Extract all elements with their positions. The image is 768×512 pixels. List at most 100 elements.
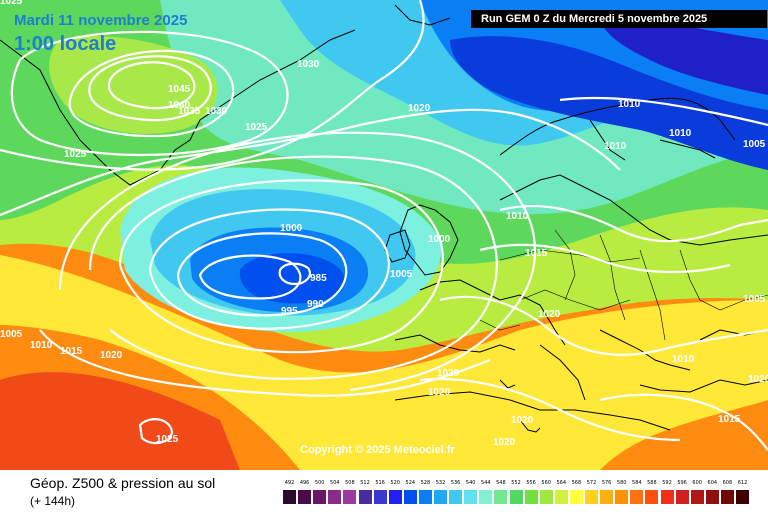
scale-tick-label: 548 [496, 480, 506, 486]
isobar-label: 1010 [30, 340, 53, 351]
isobar-label: 1020 [493, 437, 516, 448]
isobar-label: 1005 [0, 329, 23, 340]
scale-tick-label: 564 [556, 480, 567, 486]
isobar-label: 1010 [672, 354, 695, 365]
scale-color-cell [388, 490, 402, 504]
country-borders [479, 229, 768, 341]
scale-tick-label: 500 [314, 480, 325, 486]
isobar-label: 1020 [437, 368, 460, 379]
scale-color-cell [313, 490, 327, 504]
isobar-label: 1025 [64, 149, 87, 160]
isobar-label: 1010 [669, 128, 692, 139]
isobar-label: 1035 [178, 106, 201, 117]
isobar-label: 1015 [718, 414, 741, 425]
isobar-label: 1020 [748, 374, 768, 385]
scale-color-cell [615, 490, 629, 504]
scale-color-cell [464, 490, 478, 504]
z500-band-red [0, 372, 240, 470]
isobar-label: 1020 [100, 350, 123, 361]
scale-tick-label: 508 [345, 480, 355, 486]
scale-tick-label: 544 [481, 480, 491, 486]
isobar-label: 1010 [618, 99, 641, 110]
scale-color-cell [705, 490, 719, 504]
scale-color-cell [373, 490, 387, 504]
scale-color-cell [479, 490, 493, 504]
scale-tick-label: 516 [375, 480, 385, 486]
scale-color-cell [298, 490, 312, 504]
color-scale-labels: 492 496 500 504 508 512 516 520 524 528 532 536 540 5… [283, 480, 751, 489]
scale-color-cell [645, 490, 659, 504]
scale-tick-label: 580 [616, 480, 627, 486]
copyright-notice: Copyright © 2025 Meteociel.fr [300, 444, 455, 456]
scale-tick-label: 524 [405, 480, 416, 486]
scale-color-cell [569, 490, 583, 504]
isobar-label: 1000 [428, 234, 451, 245]
scale-tick-label: 568 [571, 480, 582, 486]
isobar-label: 995 [281, 306, 298, 317]
scale-tick-label: 536 [450, 480, 461, 486]
scale-color-cell [690, 490, 704, 504]
scale-color-cell [600, 490, 614, 504]
scale-color-cell [449, 490, 463, 504]
scale-color-cell [554, 490, 568, 504]
geopotential-map: 1045 1040 1035 1030 1030 1025 1025 1020 … [0, 0, 768, 470]
forecast-lead-time: (+ 144h) [30, 494, 76, 508]
isobar-label: 1010 [604, 141, 627, 152]
scale-tick-label: 584 [632, 480, 642, 486]
scale-color-cell [434, 490, 447, 504]
scale-color-cell [585, 490, 598, 504]
scale-tick-label: 612 [737, 480, 748, 486]
isobar-label: 985 [310, 273, 327, 284]
isobar-label: 1025 [245, 122, 268, 133]
scale-tick-label: 576 [601, 480, 612, 486]
chart-title: Géop. Z500 & pression au sol [30, 475, 216, 491]
isobar-label: 1000 [280, 223, 303, 234]
isobar-label: 1005 [743, 294, 766, 305]
scale-tick-label: 604 [707, 480, 718, 486]
scale-color-cell [660, 490, 674, 504]
atlantic-low-core [239, 253, 345, 304]
scale-tick-label: 528 [420, 480, 431, 486]
coastlines [0, 4, 768, 433]
scale-tick-label: 560 [541, 480, 551, 486]
isobar-label: 1020 [511, 415, 534, 426]
isobar-labels: 1045 1040 1035 1030 1030 1025 1025 1020 … [0, 0, 768, 448]
scale-tick-label: 596 [677, 480, 687, 486]
forecast-date: Mardi 11 novembre 2025 [14, 12, 188, 29]
scale-color-cell [524, 490, 538, 504]
z500-band-deep-blue [450, 36, 768, 170]
isobar-label: 1015 [60, 346, 83, 357]
isobar-label: 1010 [506, 211, 529, 222]
scale-color-cell [283, 490, 296, 504]
scale-tick-label: 572 [586, 480, 597, 486]
scale-tick-label: 520 [390, 480, 400, 486]
scale-color-cell [539, 490, 553, 504]
isobar-label: 990 [307, 299, 324, 310]
model-run-label: Run GEM 0 Z du Mercredi 5 novembre 2025 [471, 10, 767, 28]
scale-tick-label: 540 [465, 480, 476, 486]
scale-tick-label: 556 [526, 480, 536, 486]
scale-color-cell [675, 490, 689, 504]
scale-color-cell [418, 490, 432, 504]
scale-tick-label: 600 [692, 480, 702, 486]
scale-color-cell [509, 490, 523, 504]
scale-tick-label: 588 [647, 480, 657, 486]
isobar-label: 1020 [408, 103, 431, 114]
isobar-label: 1030 [205, 106, 228, 117]
scale-color-cell [343, 490, 357, 504]
scale-color-cell [328, 490, 342, 504]
isobar-label: 1005 [390, 269, 413, 280]
isobar-label: 1045 [168, 84, 191, 95]
scale-tick-label: 504 [330, 480, 340, 486]
scale-tick-label: 592 [662, 480, 672, 486]
scale-tick-label: 552 [511, 480, 521, 486]
isobar-label: 1005 [743, 139, 766, 150]
scale-color-cell [736, 490, 749, 504]
scale-tick-label: 496 [299, 480, 310, 486]
isobar-label: 1020 [428, 387, 451, 398]
color-scale-bar [283, 490, 751, 504]
isobar-label: 1025 [156, 434, 179, 445]
isobar-label: 1040 [168, 100, 191, 111]
scale-tick-label: 532 [435, 480, 446, 486]
